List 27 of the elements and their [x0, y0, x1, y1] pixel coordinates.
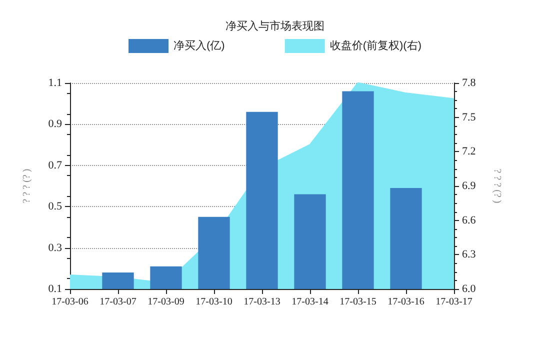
y2-tick-label: 6.0 [462, 283, 476, 295]
x-tick-label: 17-03-07 [100, 296, 136, 308]
legend-label: 净买入(亿) [174, 39, 225, 52]
x-tick-label: 17-03-06 [52, 296, 88, 308]
x-tick-label: 17-03-16 [388, 296, 424, 308]
y-tick-label: 0.3 [48, 242, 62, 254]
x-tick-label: 17-03-15 [340, 296, 376, 308]
x-tick-label: 17-03-17 [436, 296, 472, 308]
y2-tick-label: 7.2 [462, 146, 476, 158]
y2-tick-label: 7.5 [462, 111, 476, 124]
y2-tick-label: 6.3 [462, 248, 476, 261]
y-tick-label: 0.7 [48, 159, 62, 172]
y2-tick-label: 6.9 [462, 180, 476, 192]
y-tick-label: 0.5 [48, 200, 62, 213]
x-tick-label: 17-03-13 [244, 296, 280, 308]
chart-title: 净买入与市场表现图 [226, 20, 324, 32]
legend-label: 收盘价(前复权)(右) [330, 40, 422, 52]
y-tick-label: 0.1 [48, 283, 62, 295]
y-axis-title: ? ? ? (? ) [22, 168, 32, 204]
y2-tick-label: 7.8 [462, 77, 476, 89]
y2-axis-title: ? ? ? (? ) [492, 168, 502, 204]
y2-tick-label: 6.6 [462, 214, 476, 226]
x-tick-label: 17-03-09 [148, 296, 184, 308]
x-tick-label: 17-03-14 [292, 296, 328, 308]
y-tick-label: 0.9 [48, 118, 62, 130]
y-tick-label: 1.1 [48, 77, 62, 89]
x-tick-label: 17-03-10 [196, 296, 232, 308]
